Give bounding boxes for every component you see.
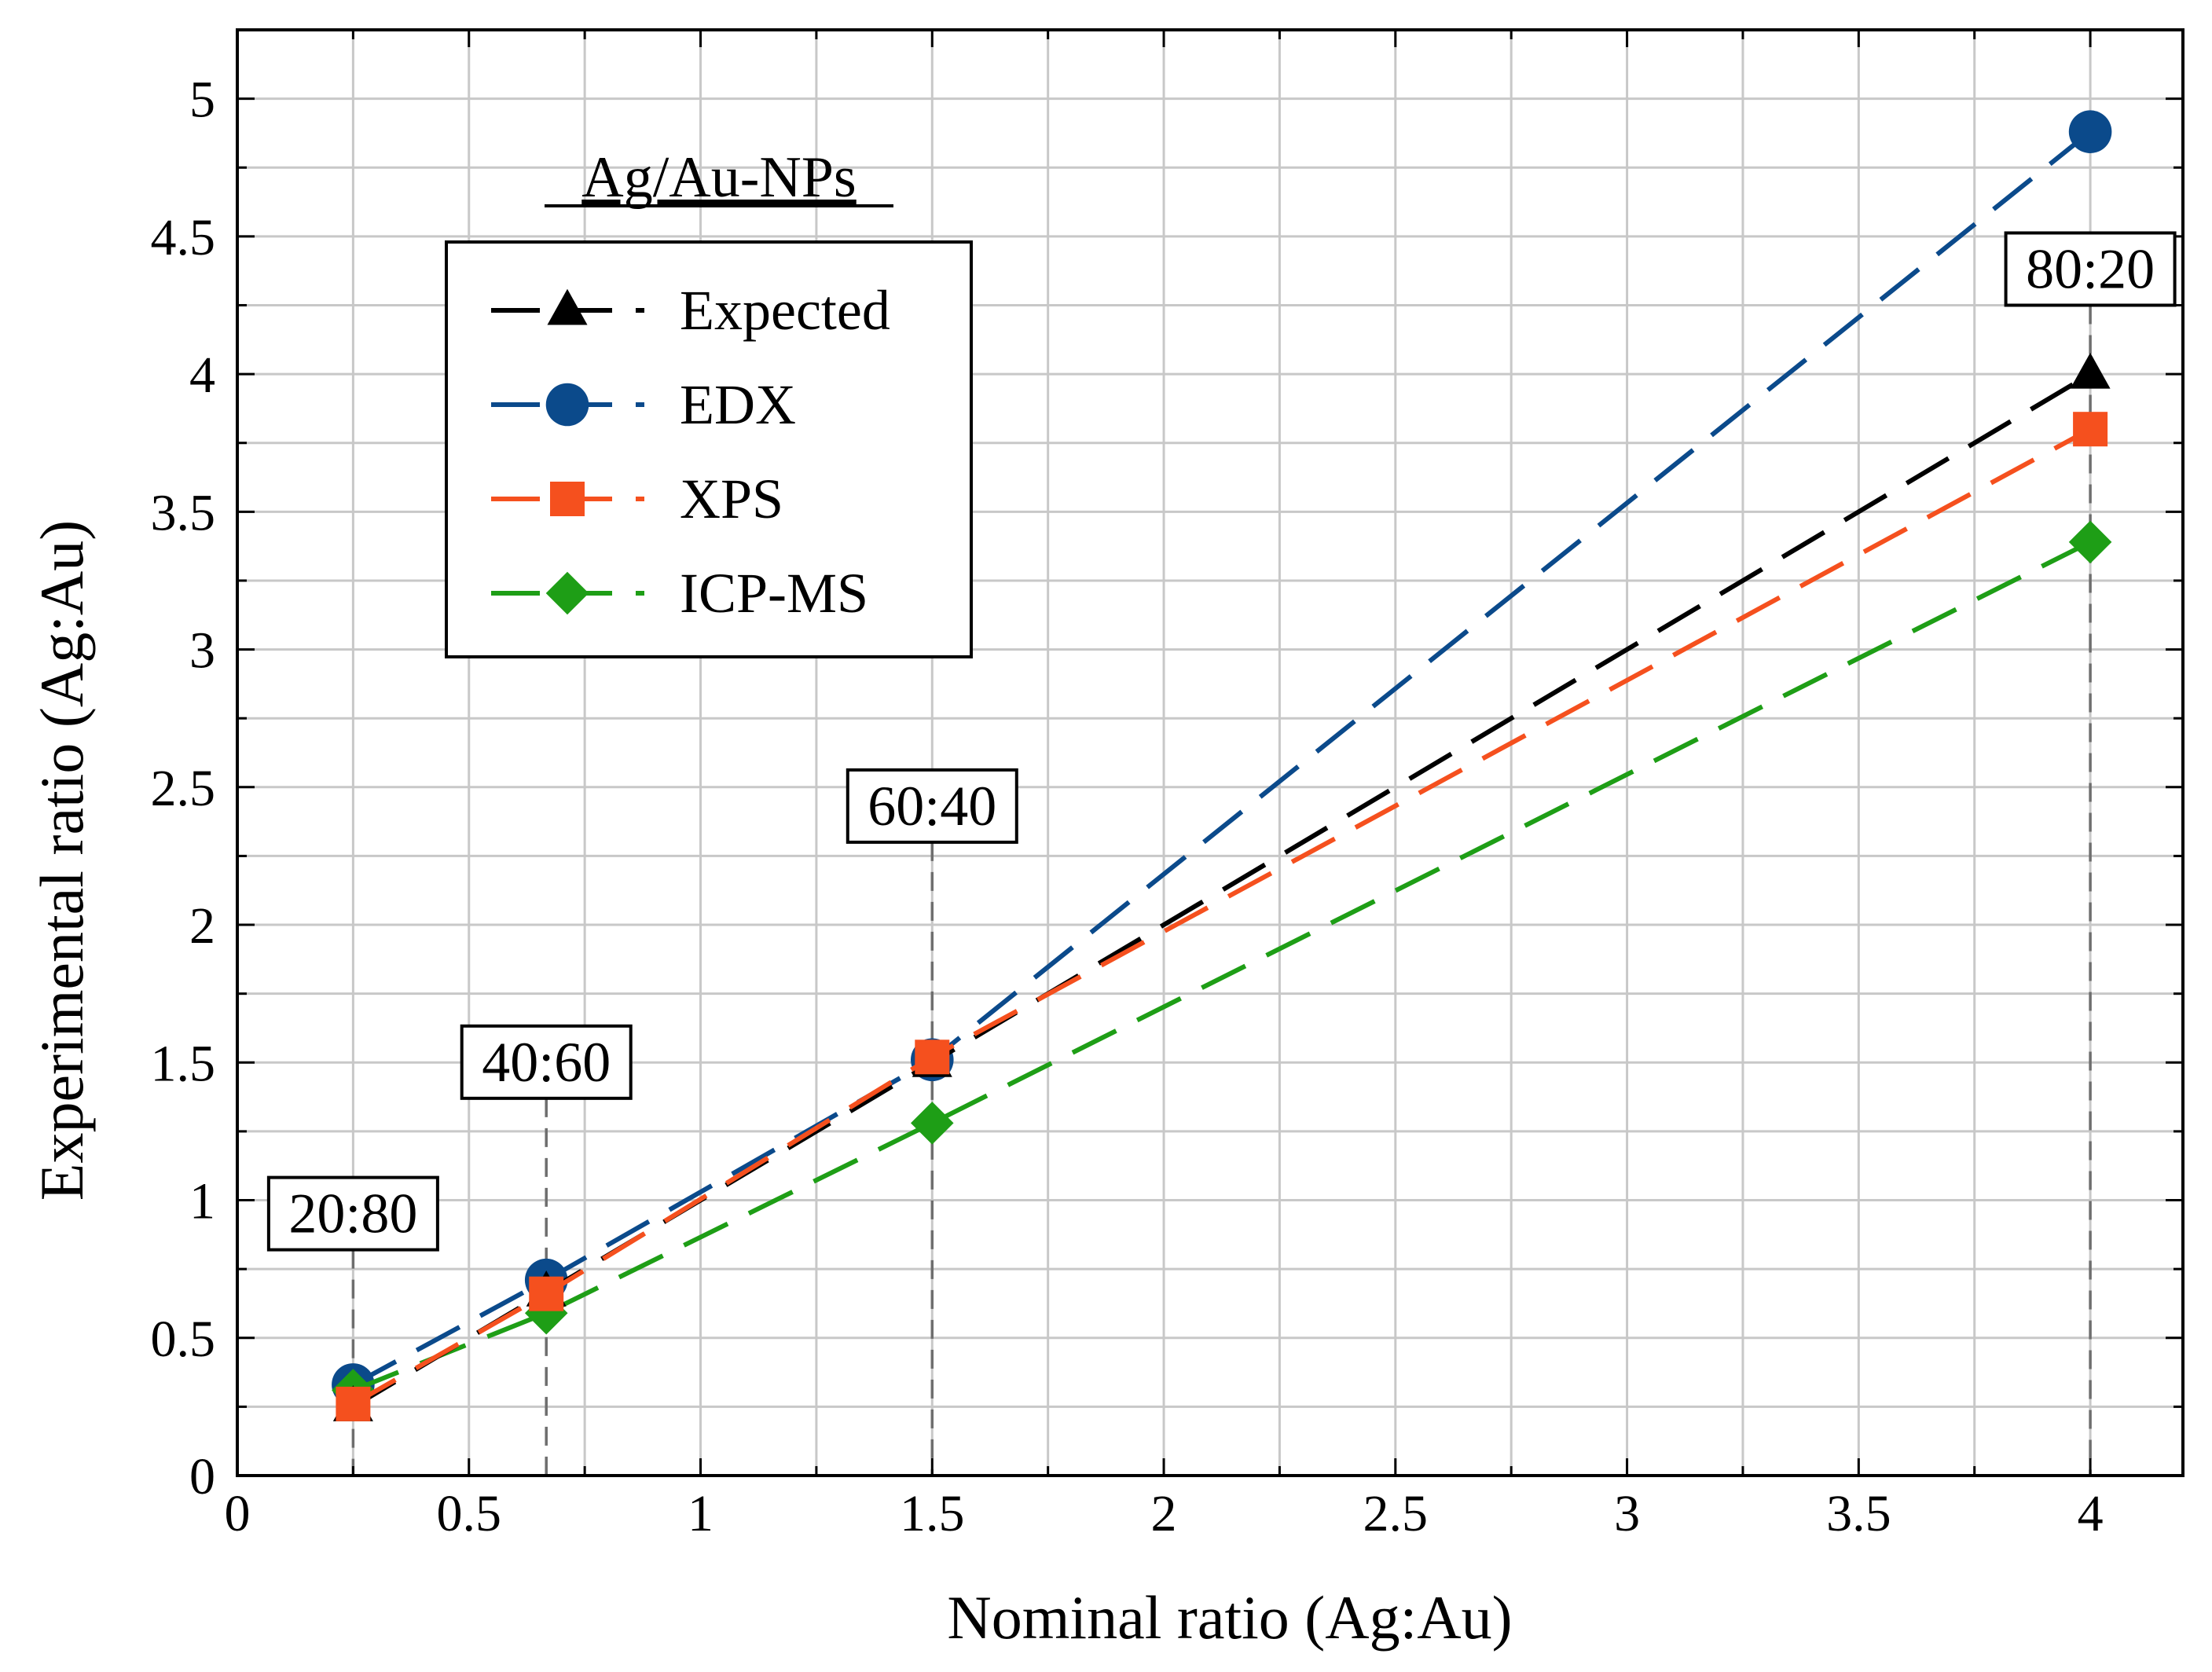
legend-item-edx: EDX	[491, 373, 796, 436]
x-tick-label: 0.5	[437, 1485, 502, 1542]
plot-frame	[236, 28, 2184, 1477]
x-tick-label: 2	[1151, 1485, 1177, 1542]
data-point-circle	[2068, 110, 2112, 153]
ratio-label-box	[266, 1175, 439, 1252]
legend-label: Expected	[680, 279, 890, 342]
series-xps	[336, 412, 2108, 1421]
ratio-label-text: 80:20	[2026, 237, 2155, 300]
data-point-diamond	[911, 1102, 954, 1145]
axis-ticks: 0 0.5 1 1.5 2 2.5 3 3.5 4 0 0.5 1 1.5 2 2.5 3 3.5 4 4.5 5	[151, 28, 2183, 1542]
series-layer	[332, 110, 2112, 1421]
ratio-label-box	[460, 1024, 633, 1100]
x-axis-title: Nominal ratio (Ag:Au)	[947, 1583, 1512, 1652]
data-point-circle	[545, 383, 589, 427]
data-point-triangle	[2070, 352, 2111, 389]
x-tick-label: 1	[688, 1485, 713, 1542]
legend-label: EDX	[680, 373, 796, 436]
y-tick-label: 2.5	[151, 760, 216, 817]
data-point-square	[336, 1386, 371, 1421]
x-tick-label: 3.5	[1826, 1485, 1891, 1542]
y-tick-label: 3.5	[151, 484, 216, 541]
y-tick-label: 0	[189, 1448, 215, 1505]
ratio-label-text: 40:60	[482, 1031, 611, 1094]
y-tick-label: 4	[189, 346, 215, 404]
y-tick-label: 4.5	[151, 209, 216, 266]
ratio-label-box	[846, 768, 1018, 844]
ratio-label-text: 60:40	[868, 775, 996, 838]
x-tick-label: 3	[1614, 1485, 1640, 1542]
annotation-layer: 20:80 40:60 60:40 80:20	[266, 231, 2177, 1252]
data-point-diamond	[545, 571, 589, 615]
y-axis-title: Experimental ratio (Ag:Au)	[28, 520, 96, 1201]
ratio-label: 20:80	[266, 1175, 439, 1252]
ratio-label: 40:60	[460, 1024, 633, 1100]
y-tick-label: 0.5	[151, 1311, 216, 1368]
y-tick-label: 1.5	[151, 1035, 216, 1092]
ratio-label: 60:40	[846, 768, 1018, 844]
data-point-square	[550, 482, 585, 516]
x-tick-label: 1.5	[900, 1485, 965, 1542]
legend-label: XPS	[680, 468, 783, 530]
data-point-square	[529, 1276, 564, 1311]
x-tick-label: 2.5	[1363, 1485, 1429, 1542]
data-point-square	[2073, 412, 2108, 447]
x-tick-label: 0	[225, 1485, 251, 1542]
y-tick-label: 2	[189, 897, 215, 955]
y-tick-label: 5	[189, 72, 215, 129]
series-line	[351, 427, 2092, 1406]
ratio-label-text: 20:80	[288, 1182, 417, 1245]
legend-item-expected: Expected	[491, 279, 890, 342]
legend: Expected EDX XPS ICP-MS	[445, 240, 973, 658]
y-tick-label: 3	[189, 622, 215, 680]
data-point-diamond	[2068, 520, 2112, 564]
legend-item-icp-ms: ICP-MS	[491, 562, 868, 625]
ratio-label: 80:20	[2004, 231, 2177, 307]
data-point-triangle	[547, 288, 588, 325]
x-tick-label: 4	[2078, 1485, 2104, 1542]
legend-items: Expected EDX XPS ICP-MS	[491, 279, 890, 625]
legend-item-xps: XPS	[491, 468, 783, 530]
inset-title: Ag/Au-NPs	[581, 145, 856, 210]
ratio-label-box	[2004, 231, 2177, 307]
data-point-square	[915, 1040, 950, 1075]
series-line	[351, 130, 2092, 1387]
legend-label: ICP-MS	[680, 562, 868, 625]
y-tick-label: 1	[189, 1173, 215, 1230]
